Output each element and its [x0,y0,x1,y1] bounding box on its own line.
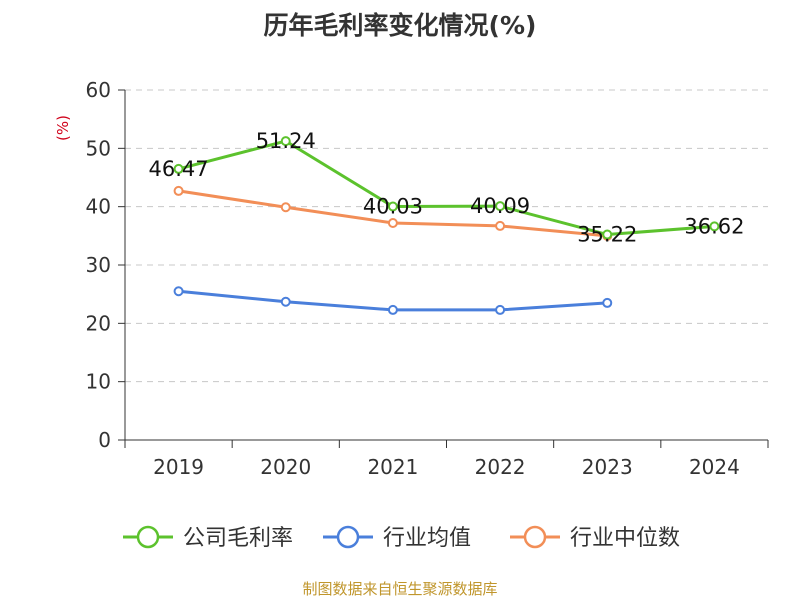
legend-marker [523,525,547,549]
grid-lines [125,89,768,383]
data-point [387,201,398,212]
data-point [280,296,291,307]
data-point [173,163,184,174]
data-label: 51.24 [256,129,316,153]
data-point [280,202,291,213]
data-point [387,304,398,315]
series-line [178,139,715,237]
legend-marker [136,525,160,549]
x-tick-label: 2020 [260,455,311,479]
legend: 公司毛利率 行业均值 行业中位数 [123,525,680,551]
data-label: 35.22 [577,223,637,247]
data-point [495,304,506,315]
axes: 0 10 20 30 40 50 60 2019 2020 2021 2022 2023 2024 (%) [54,78,769,479]
data-label: 36.62 [684,214,744,238]
data-point [602,229,613,240]
legend-marker [336,525,360,549]
source-note: 制图数据来自恒生聚源数据库 [302,580,498,598]
chart-title: 历年毛利率变化情况(%) [263,11,537,40]
y-tick-label: 30 [86,253,111,277]
series-lines [173,136,720,315]
x-tick-label: 2019 [153,455,204,479]
y-axis-label: (%) [54,115,72,141]
data-point [602,297,613,308]
y-tick-label: 20 [86,311,111,335]
data-label: 46.47 [149,157,209,181]
data-label: 40.09 [470,194,530,218]
x-tick-label: 2022 [475,455,526,479]
data-point [387,218,398,228]
legend-label: 行业均值 [383,526,471,551]
data-point [495,220,506,231]
x-tick-label: 2023 [582,455,633,479]
data-label: 40.03 [363,194,423,218]
legend-label: 行业中位数 [570,526,680,551]
legend-label: 公司毛利率 [183,526,293,551]
y-tick-label: 60 [86,78,111,102]
data-point [709,221,720,232]
x-tick-label: 2021 [367,455,418,479]
data-point [173,185,184,196]
x-tick-label: 2024 [689,455,740,479]
data-point [495,201,506,212]
y-tick-label: 10 [86,370,111,394]
y-tick-label: 0 [98,428,111,452]
y-tick-label: 50 [86,136,111,160]
data-point [280,136,291,147]
y-tick-label: 40 [86,195,111,219]
data-point [173,286,184,297]
data-labels: 46.47 51.24 40.03 40.09 35.22 36.62 [149,129,745,246]
